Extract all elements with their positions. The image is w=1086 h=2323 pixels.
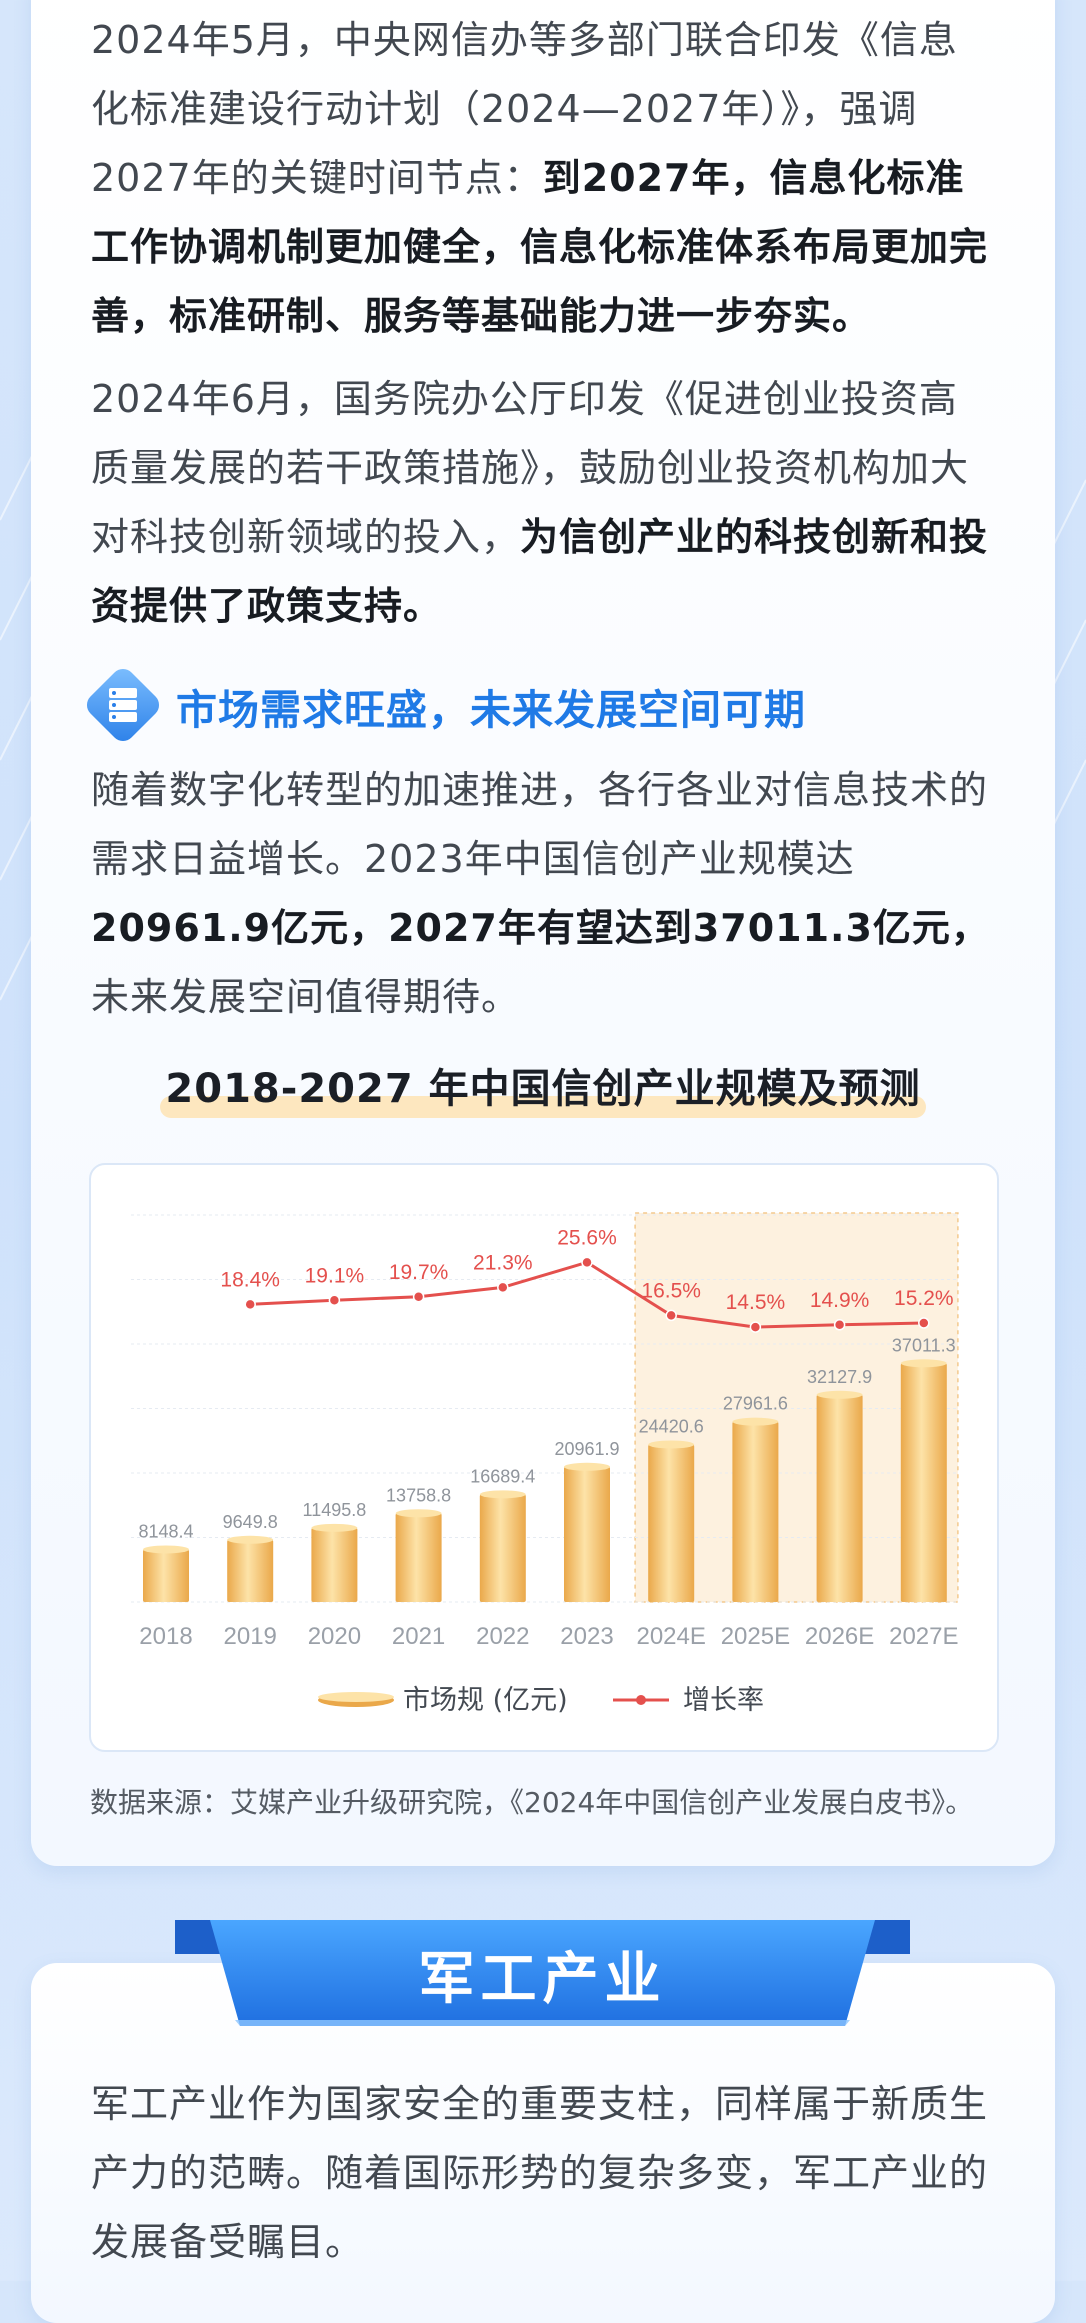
bar-top-2020 [311,1523,358,1532]
x-tick-label: 2021 [392,1623,445,1650]
growth-rate-label: 14.9% [810,1289,870,1312]
paragraph-bold-text: 到2027年，信息化标准工作协调机制更加健全，信息化标准体系布局更加完善，标准研… [91,156,989,338]
paragraph-text: 军工产业作为国家安全的重要支柱，同样属于新质生产力的范畴。随着国际形势的复杂多变… [91,2082,989,2264]
bar-value-label: 37011.3 [892,1335,956,1355]
title-highlight [160,1096,926,1118]
bar-2026E [816,1394,863,1602]
growth-point [833,1319,846,1331]
chart-container: 8148.4 2018 9649.8 2019 11495.8 2020 13758.8 20… [89,1163,999,1752]
bar-value-label: 11495.8 [303,1500,367,1520]
bar-2024E [648,1444,695,1602]
growth-point [244,1298,256,1311]
x-tick-label: 2022 [476,1623,529,1650]
x-tick-label: 2027E [889,1623,958,1650]
bar-top-2023 [564,1462,610,1471]
growth-point [749,1321,762,1333]
growth-point [918,1317,930,1329]
x-tick-label: 2026E [805,1623,874,1650]
growth-rate-label: 18.4% [220,1268,280,1291]
growth-point [665,1309,677,1322]
bar-2020 [311,1527,358,1602]
growth-rate-label: 16.5% [641,1279,701,1302]
paragraph-bold-text: 为信创产业的科技创新和投资提供了政策支持。 [91,515,989,628]
paragraph-bold-text: 20961.9亿元，2027年有望达到37011.3亿元， [91,906,990,950]
growth-rate-label: 19.7% [389,1261,449,1284]
x-tick-label: 2023 [560,1623,613,1650]
growth-point [328,1294,341,1306]
bar-value-label: 16689.4 [470,1466,535,1486]
section-heading: 市场需求旺盛，未来发展空间可期 [78,660,938,750]
section-ribbon: 军工产业 [170,1914,915,2034]
bar-value-label: 13758.8 [386,1485,451,1505]
bar-2023 [564,1466,610,1602]
bar-top-2024E [648,1440,695,1449]
growth-rate-label: 15.2% [894,1287,954,1310]
paragraph-text: 随着数字化转型的加速推进，各行各业对信息技术的需求日益增长。2023年中国信创产… [91,768,989,881]
growth-rate-label: 21.3% [473,1251,533,1274]
growth-point [497,1281,509,1294]
bar-2021 [395,1513,442,1602]
server-icon [86,668,160,742]
bar-2022 [479,1494,526,1602]
chart-title: 2018-2027 年中国信创产业规模及预测 [165,1066,921,1112]
x-tick-label: 2025E [721,1623,790,1650]
legend-line-dot [636,1695,646,1705]
bar-top-2025E [732,1417,779,1426]
paragraph-text: 2024年6月，国务院办公厅印发《促进创业投资高质量发展的若干政策措施》，鼓励创… [91,377,970,559]
bar-value-label: 24420.6 [639,1416,704,1436]
legend-bar-swatch-top [318,1692,394,1702]
ribbon-shape [175,1920,910,2026]
bar-2019 [227,1539,274,1602]
growth-rate-label: 14.5% [726,1291,786,1314]
section-title: 市场需求旺盛，未来发展空间可期 [176,686,806,734]
legend-label-growth: 增长率 [683,1685,764,1716]
paragraph-military: 军工产业作为国家安全的重要支柱，同样属于新质生产力的范畴。随着国际形势的复杂多变… [91,2070,995,2277]
x-tick-label: 2024E [636,1623,705,1650]
bar-value-label: 8148.4 [138,1521,193,1541]
bar-value-label: 27961.6 [723,1394,788,1414]
bar-value-label: 9649.8 [223,1512,278,1532]
bar-2025E [732,1421,779,1602]
growth-point [581,1256,593,1269]
paragraph-standards-plan: 2024年5月，中央网信办等多部门联合印发《信息化标准建设行动计划（2024—2… [91,6,995,351]
growth-rate-label: 25.6% [557,1226,617,1249]
bar-top-2027E [900,1359,947,1368]
x-tick-label: 2018 [139,1623,192,1650]
bar-top-2021 [395,1509,442,1518]
legend-label-market: 市场规 (亿元) [403,1685,568,1716]
paragraph-text: 2024年5月，中央网信办等多部门联合印发《信息化标准建设行动计划（2024—2… [91,18,958,200]
paragraph-market-demand: 随着数字化转型的加速推进，各行各业对信息技术的需求日益增长。2023年中国信创产… [91,756,995,1032]
x-tick-label: 2020 [308,1623,361,1650]
chart-title-block: 2018-2027 年中国信创产业规模及预测 [160,1052,926,1122]
bar-top-2026E [816,1390,863,1399]
bar-line-chart: 8148.4 2018 9649.8 2019 11495.8 2020 13758.8 20… [131,1212,959,1716]
bar-top-2018 [143,1545,189,1554]
ribbon-title: 军工产业 [418,1947,667,2012]
bar-value-label: 20961.9 [554,1439,619,1459]
bar-2027E [900,1363,947,1602]
x-tick-label: 2019 [224,1623,277,1650]
growth-point [412,1291,425,1303]
paragraph-text: 未来发展空间值得期待。 [91,975,521,1019]
bar-2018 [143,1549,189,1602]
paragraph-investment-policy: 2024年6月，国务院办公厅印发《促进创业投资高质量发展的若干政策措施》，鼓励创… [91,365,995,641]
bar-value-label: 32127.9 [807,1367,872,1387]
growth-rate-label: 19.1% [305,1264,365,1287]
bar-top-2019 [227,1535,274,1544]
data-source-note: 数据来源：艾媒产业升级研究院，《2024年中国信创产业发展白皮书》。 [90,1786,974,1819]
bar-top-2022 [479,1490,526,1499]
